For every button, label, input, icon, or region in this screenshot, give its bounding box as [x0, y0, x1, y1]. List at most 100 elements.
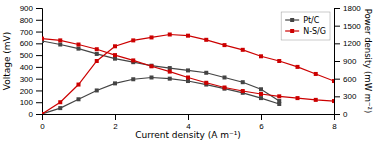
marker	[186, 68, 190, 72]
tick-label: 0	[343, 110, 348, 119]
tick-mark	[334, 96, 340, 97]
tick-mark	[36, 67, 42, 68]
marker	[241, 80, 245, 84]
legend-item: N-S/G	[285, 27, 326, 36]
tick-label: 300	[20, 75, 34, 84]
tick-label: 400	[20, 63, 34, 72]
tick-mark	[36, 102, 42, 103]
tick: 800	[20, 16, 42, 25]
marker	[296, 65, 300, 69]
tick-label: 0	[40, 122, 45, 131]
tick-label: 900	[343, 57, 357, 66]
marker	[58, 43, 62, 47]
axis-line	[43, 115, 335, 121]
marker	[241, 89, 245, 93]
tick: 600	[334, 75, 357, 84]
tick: 1200	[334, 39, 361, 48]
marker	[223, 43, 227, 47]
tick: 600	[20, 39, 42, 48]
marker	[314, 98, 318, 102]
marker	[186, 79, 190, 83]
marker	[186, 34, 190, 38]
tick-label: 500	[20, 51, 34, 60]
marker	[204, 71, 208, 75]
tick-mark	[334, 79, 340, 80]
marker	[77, 47, 81, 51]
y-axis: 0100200300400500600700800900	[20, 4, 43, 119]
series-line	[42, 39, 334, 101]
legend: Pt/C N-S/G	[281, 12, 330, 40]
tick: 400	[20, 63, 42, 72]
marker	[113, 57, 117, 61]
tick-label: 600	[343, 75, 357, 84]
marker	[168, 70, 172, 74]
tick: 2	[113, 114, 118, 131]
legend-label: Pt/C	[303, 16, 320, 25]
tick-mark	[334, 114, 340, 115]
tick-label: 6	[259, 122, 264, 131]
marker	[113, 81, 117, 85]
marker	[95, 59, 99, 63]
legend-marker	[290, 29, 294, 33]
marker	[204, 38, 208, 42]
tick-mark	[36, 32, 42, 33]
tick-mark	[36, 20, 42, 21]
marker	[277, 102, 281, 106]
marker	[168, 33, 172, 37]
axis-line	[335, 9, 341, 115]
marker	[332, 99, 334, 103]
marker	[186, 75, 190, 79]
marker	[150, 64, 154, 68]
marker	[58, 106, 62, 110]
tick-label: 300	[343, 92, 357, 101]
tick: 300	[334, 92, 357, 101]
y2-axis-title: Power density (mW m⁻²)	[363, 9, 373, 113]
marker	[259, 87, 263, 91]
tick-label: 0	[29, 110, 34, 119]
legend-box	[281, 12, 330, 40]
tick: 700	[20, 28, 42, 37]
marker	[332, 79, 334, 83]
marker	[223, 75, 227, 79]
tick-label: 1200	[343, 39, 361, 48]
marker	[77, 83, 81, 87]
y-axis-title: Voltage (mV)	[2, 32, 12, 91]
series-line	[42, 41, 279, 101]
tick-mark	[36, 79, 42, 80]
tick-label: 100	[20, 98, 34, 107]
marker	[168, 66, 172, 70]
marker	[259, 92, 263, 96]
marker	[150, 75, 154, 79]
tick-mark	[36, 43, 42, 44]
marker	[77, 97, 81, 101]
marker	[95, 47, 99, 51]
x-axis-title: Current density (A m⁻¹)	[135, 130, 241, 140]
marker	[277, 59, 281, 63]
marker	[113, 44, 117, 48]
marker	[259, 54, 263, 58]
tick: 1800	[334, 4, 361, 13]
tick: 300	[20, 75, 42, 84]
marker	[241, 48, 245, 52]
tick-mark	[36, 55, 42, 56]
tick-mark	[334, 61, 340, 62]
marker	[131, 58, 135, 62]
tick: 1500	[334, 22, 361, 31]
y2-axis: 0 300 600 900 1200 1500 1800	[334, 4, 361, 119]
series-line	[42, 77, 279, 114]
marker	[131, 38, 135, 42]
marker	[42, 112, 44, 114]
marker	[77, 43, 81, 47]
legend-label: N-S/G	[303, 27, 326, 36]
tick: 100	[20, 98, 42, 107]
marker	[58, 38, 62, 42]
tick-label: 700	[20, 28, 34, 37]
tick-label: 1800	[343, 4, 361, 13]
marker	[259, 96, 263, 100]
marker	[296, 96, 300, 100]
series-line	[42, 35, 334, 115]
legend-item: Pt/C	[285, 16, 320, 25]
marker	[223, 86, 227, 90]
marker	[314, 72, 318, 76]
chart: 0246801002003004005006007008009000300600…	[0, 0, 378, 141]
